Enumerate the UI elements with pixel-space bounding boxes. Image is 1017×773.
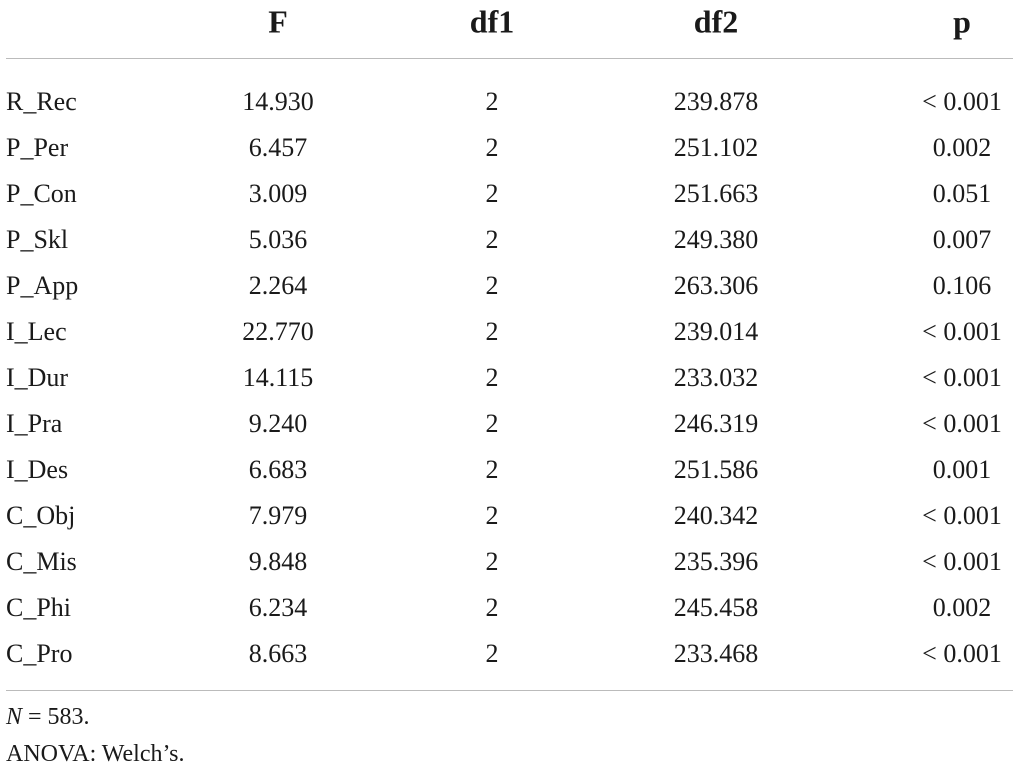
table-cell: 2	[485, 133, 499, 162]
table-cell: 240.342	[673, 501, 759, 530]
table-cell: 251.663	[673, 179, 759, 208]
note-anova: ANOVA: Welch’s.	[6, 741, 185, 767]
row-label: I_Des	[6, 455, 69, 484]
column-header: df1	[469, 3, 515, 40]
row-label: P_Con	[6, 179, 77, 208]
table-cell: < 0.001	[922, 363, 1002, 392]
table-cell: 2	[485, 501, 499, 530]
row-label: I_Lec	[6, 317, 67, 346]
table-cell: 2	[485, 593, 499, 622]
row-label: R_Rec	[6, 87, 77, 116]
table-cell: 14.930	[242, 87, 314, 116]
note-n-text: = 583.	[22, 704, 90, 730]
table-cell: 2.264	[248, 271, 308, 300]
table-cell: 7.979	[248, 501, 308, 530]
table-cell: 6.683	[248, 455, 308, 484]
table-cell: 263.306	[673, 271, 759, 300]
table-cell: 6.234	[248, 593, 308, 622]
table-cell: 0.001	[932, 455, 992, 484]
row-label: C_Pro	[6, 639, 73, 668]
table-cell: 8.663	[248, 639, 308, 668]
row-label: I_Dur	[6, 363, 69, 392]
table-cell: 251.586	[673, 455, 759, 484]
table-cell: < 0.001	[922, 409, 1002, 438]
row-label: I_Pra	[6, 409, 63, 438]
table-cell: 2	[485, 225, 499, 254]
table-cell: 2	[485, 271, 499, 300]
table-cell: 14.115	[242, 363, 314, 392]
note-n-symbol: N	[6, 704, 23, 730]
table-cell: 3.009	[248, 179, 308, 208]
table-cell: 2	[485, 547, 499, 576]
table-cell: 0.002	[932, 133, 992, 162]
table-cell: 2	[485, 409, 499, 438]
table-cell: 0.002	[932, 593, 992, 622]
table-cell: 2	[485, 455, 499, 484]
column-header: df2	[693, 3, 739, 40]
table-cell: 235.396	[673, 547, 759, 576]
row-label: C_Phi	[6, 593, 72, 622]
table-cell: 239.878	[673, 87, 759, 116]
table-cell: 2	[485, 179, 499, 208]
table-cell: 0.106	[932, 271, 992, 300]
table-cell: 245.458	[673, 593, 759, 622]
row-label: P_Per	[6, 133, 69, 162]
table-cell: < 0.001	[922, 87, 1002, 116]
row-label: C_Mis	[6, 547, 77, 576]
table-cell: 6.457	[248, 133, 308, 162]
table-cell: 22.770	[242, 317, 314, 346]
table-cell: 251.102	[673, 133, 759, 162]
table-cell: 2	[485, 639, 499, 668]
table-cell: 2	[485, 87, 499, 116]
table-cell: < 0.001	[922, 317, 1002, 346]
table-cell: 233.468	[673, 639, 759, 668]
row-label: C_Obj	[6, 501, 76, 530]
table-cell: 249.380	[673, 225, 759, 254]
table-cell: 5.036	[248, 225, 308, 254]
table-cell: 9.240	[248, 409, 308, 438]
column-header: p	[953, 3, 971, 40]
header-rule	[6, 58, 1013, 59]
row-label: P_Skl	[6, 225, 69, 254]
table-cell: 239.014	[673, 317, 759, 346]
table-cell: 0.007	[932, 225, 992, 254]
table-cell: 233.032	[673, 363, 759, 392]
column-header: F	[268, 3, 288, 40]
table-cell: 0.051	[932, 179, 992, 208]
row-label: P_App	[6, 271, 79, 300]
bottom-rule	[6, 690, 1013, 691]
table-cell: 2	[485, 317, 499, 346]
table-cell: 9.848	[248, 547, 308, 576]
table-cell: < 0.001	[922, 501, 1002, 530]
table-cell: 246.319	[673, 409, 759, 438]
table-cell: 2	[485, 363, 499, 392]
table-cell: < 0.001	[922, 547, 1002, 576]
table-cell: < 0.001	[922, 639, 1002, 668]
note-n: N = 583.	[6, 704, 90, 731]
